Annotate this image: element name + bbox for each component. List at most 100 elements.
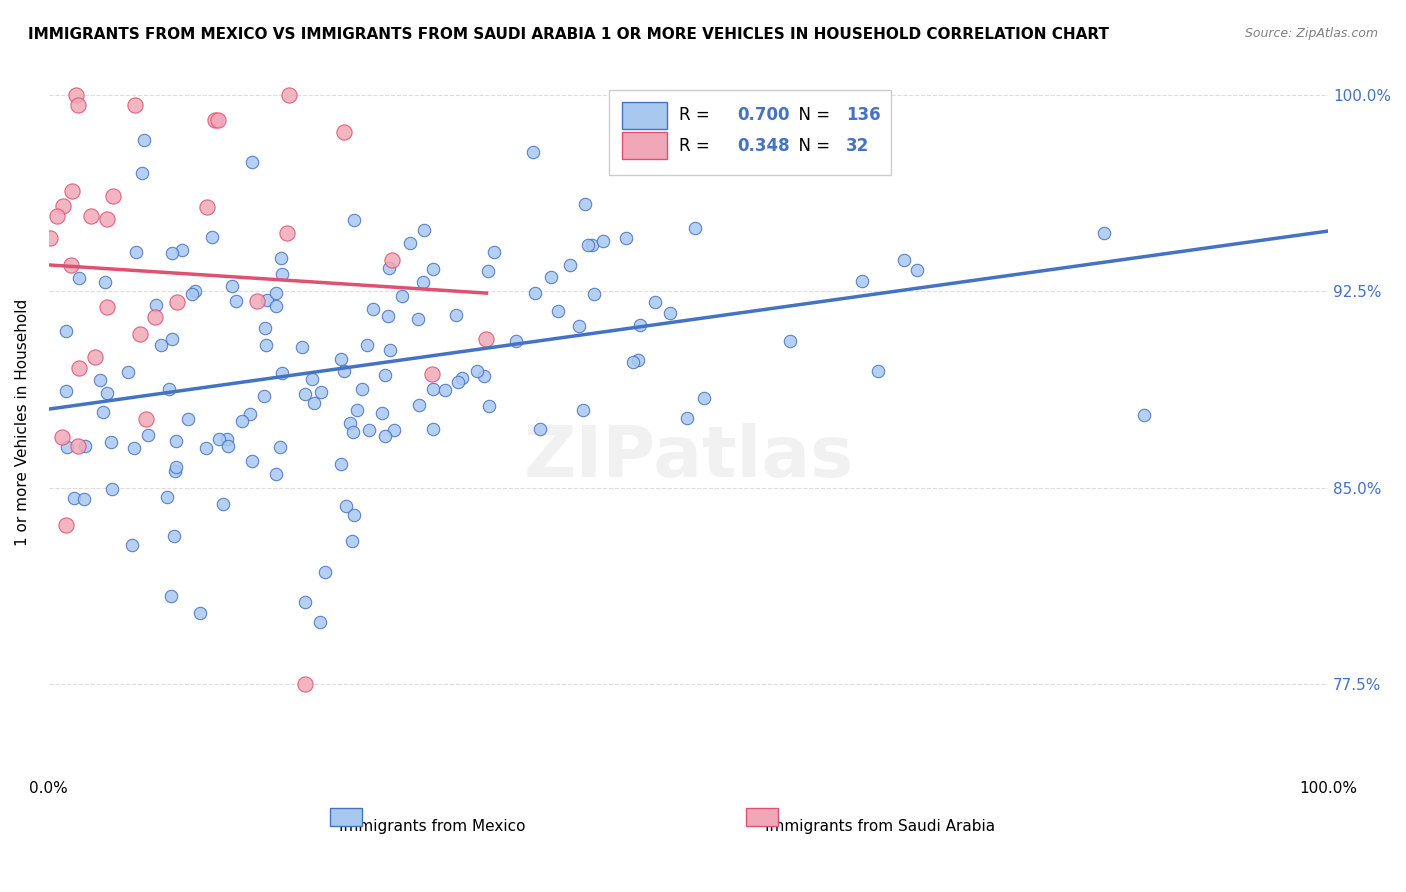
Point [221,279,243,293]
Point [568,318,591,333]
Point [73,491,96,506]
Point [907,262,929,277]
Point [472,369,495,384]
Point [165,434,187,448]
Point [352,382,374,396]
Point [73,439,96,453]
Point [447,376,470,390]
Y-axis label: 1 or more Vehicles in Household: 1 or more Vehicles in Household [15,299,30,546]
Point [644,295,666,310]
Point [84,350,107,364]
Point [204,113,226,128]
Point [270,367,292,381]
Text: R =: R = [679,106,716,124]
Point [302,396,325,410]
Point [359,423,381,437]
Point [160,333,183,347]
Point [207,113,229,128]
Point [269,440,291,454]
Point [378,260,401,275]
Text: N =: N = [789,106,835,124]
Point [576,238,599,252]
Point [422,382,444,396]
Point [69,360,91,375]
Point [505,334,527,348]
Text: IMMIGRANTS FROM MEXICO VS IMMIGRANTS FROM SAUDI ARABIA 1 OR MORE VEHICLES IN HOU: IMMIGRANTS FROM MEXICO VS IMMIGRANTS FRO… [28,27,1109,42]
Point [39,231,62,245]
Point [693,391,716,405]
Point [100,435,122,450]
Text: N =: N = [789,137,835,155]
Point [67,98,90,112]
Text: Immigrants from Saudi Arabia: Immigrants from Saudi Arabia [765,819,995,834]
Point [1133,408,1156,422]
Point [101,189,124,203]
Point [163,529,186,543]
Point [96,301,118,315]
Point [52,199,75,213]
Point [412,276,434,290]
Point [433,383,456,397]
Point [145,297,167,311]
Point [231,414,253,428]
Point [134,133,156,147]
Point [581,238,603,252]
Point [399,235,422,250]
FancyBboxPatch shape [609,90,890,175]
Point [46,210,69,224]
Point [333,364,356,378]
Point [294,595,316,609]
Point [422,421,444,435]
Point [378,343,401,357]
Text: ZIPatlas: ZIPatlas [523,423,853,492]
Point [131,165,153,179]
Point [475,332,498,346]
Point [143,310,166,324]
Text: Source: ZipAtlas.com: Source: ZipAtlas.com [1244,27,1378,40]
Point [592,235,614,249]
FancyBboxPatch shape [747,808,778,826]
Point [294,387,316,401]
Point [270,251,292,265]
Point [382,423,405,437]
Point [346,402,368,417]
Point [89,373,111,387]
Point [60,184,83,198]
Point [188,606,211,620]
Point [240,155,263,169]
Point [333,125,356,139]
Point [339,417,361,431]
Text: 0.348: 0.348 [737,137,790,155]
Point [465,364,488,378]
Point [160,246,183,260]
Point [252,388,274,402]
Point [160,589,183,603]
Point [547,304,569,318]
Point [529,422,551,436]
Point [391,289,413,303]
Point [851,274,873,288]
Point [523,285,546,300]
Point [623,355,645,369]
Point [264,286,287,301]
Point [136,428,159,442]
Point [91,405,114,419]
Point [217,439,239,453]
Point [94,275,117,289]
Point [121,538,143,552]
Point [309,615,332,629]
Point [294,677,316,691]
Point [55,324,77,338]
Point [659,306,682,320]
Point [335,500,357,514]
Point [301,372,323,386]
Point [614,231,637,245]
Point [478,399,501,413]
Point [408,398,430,412]
Point [264,467,287,481]
FancyBboxPatch shape [330,808,363,826]
Point [194,441,217,455]
Point [1092,227,1115,241]
Point [309,385,332,400]
Point [246,293,269,308]
